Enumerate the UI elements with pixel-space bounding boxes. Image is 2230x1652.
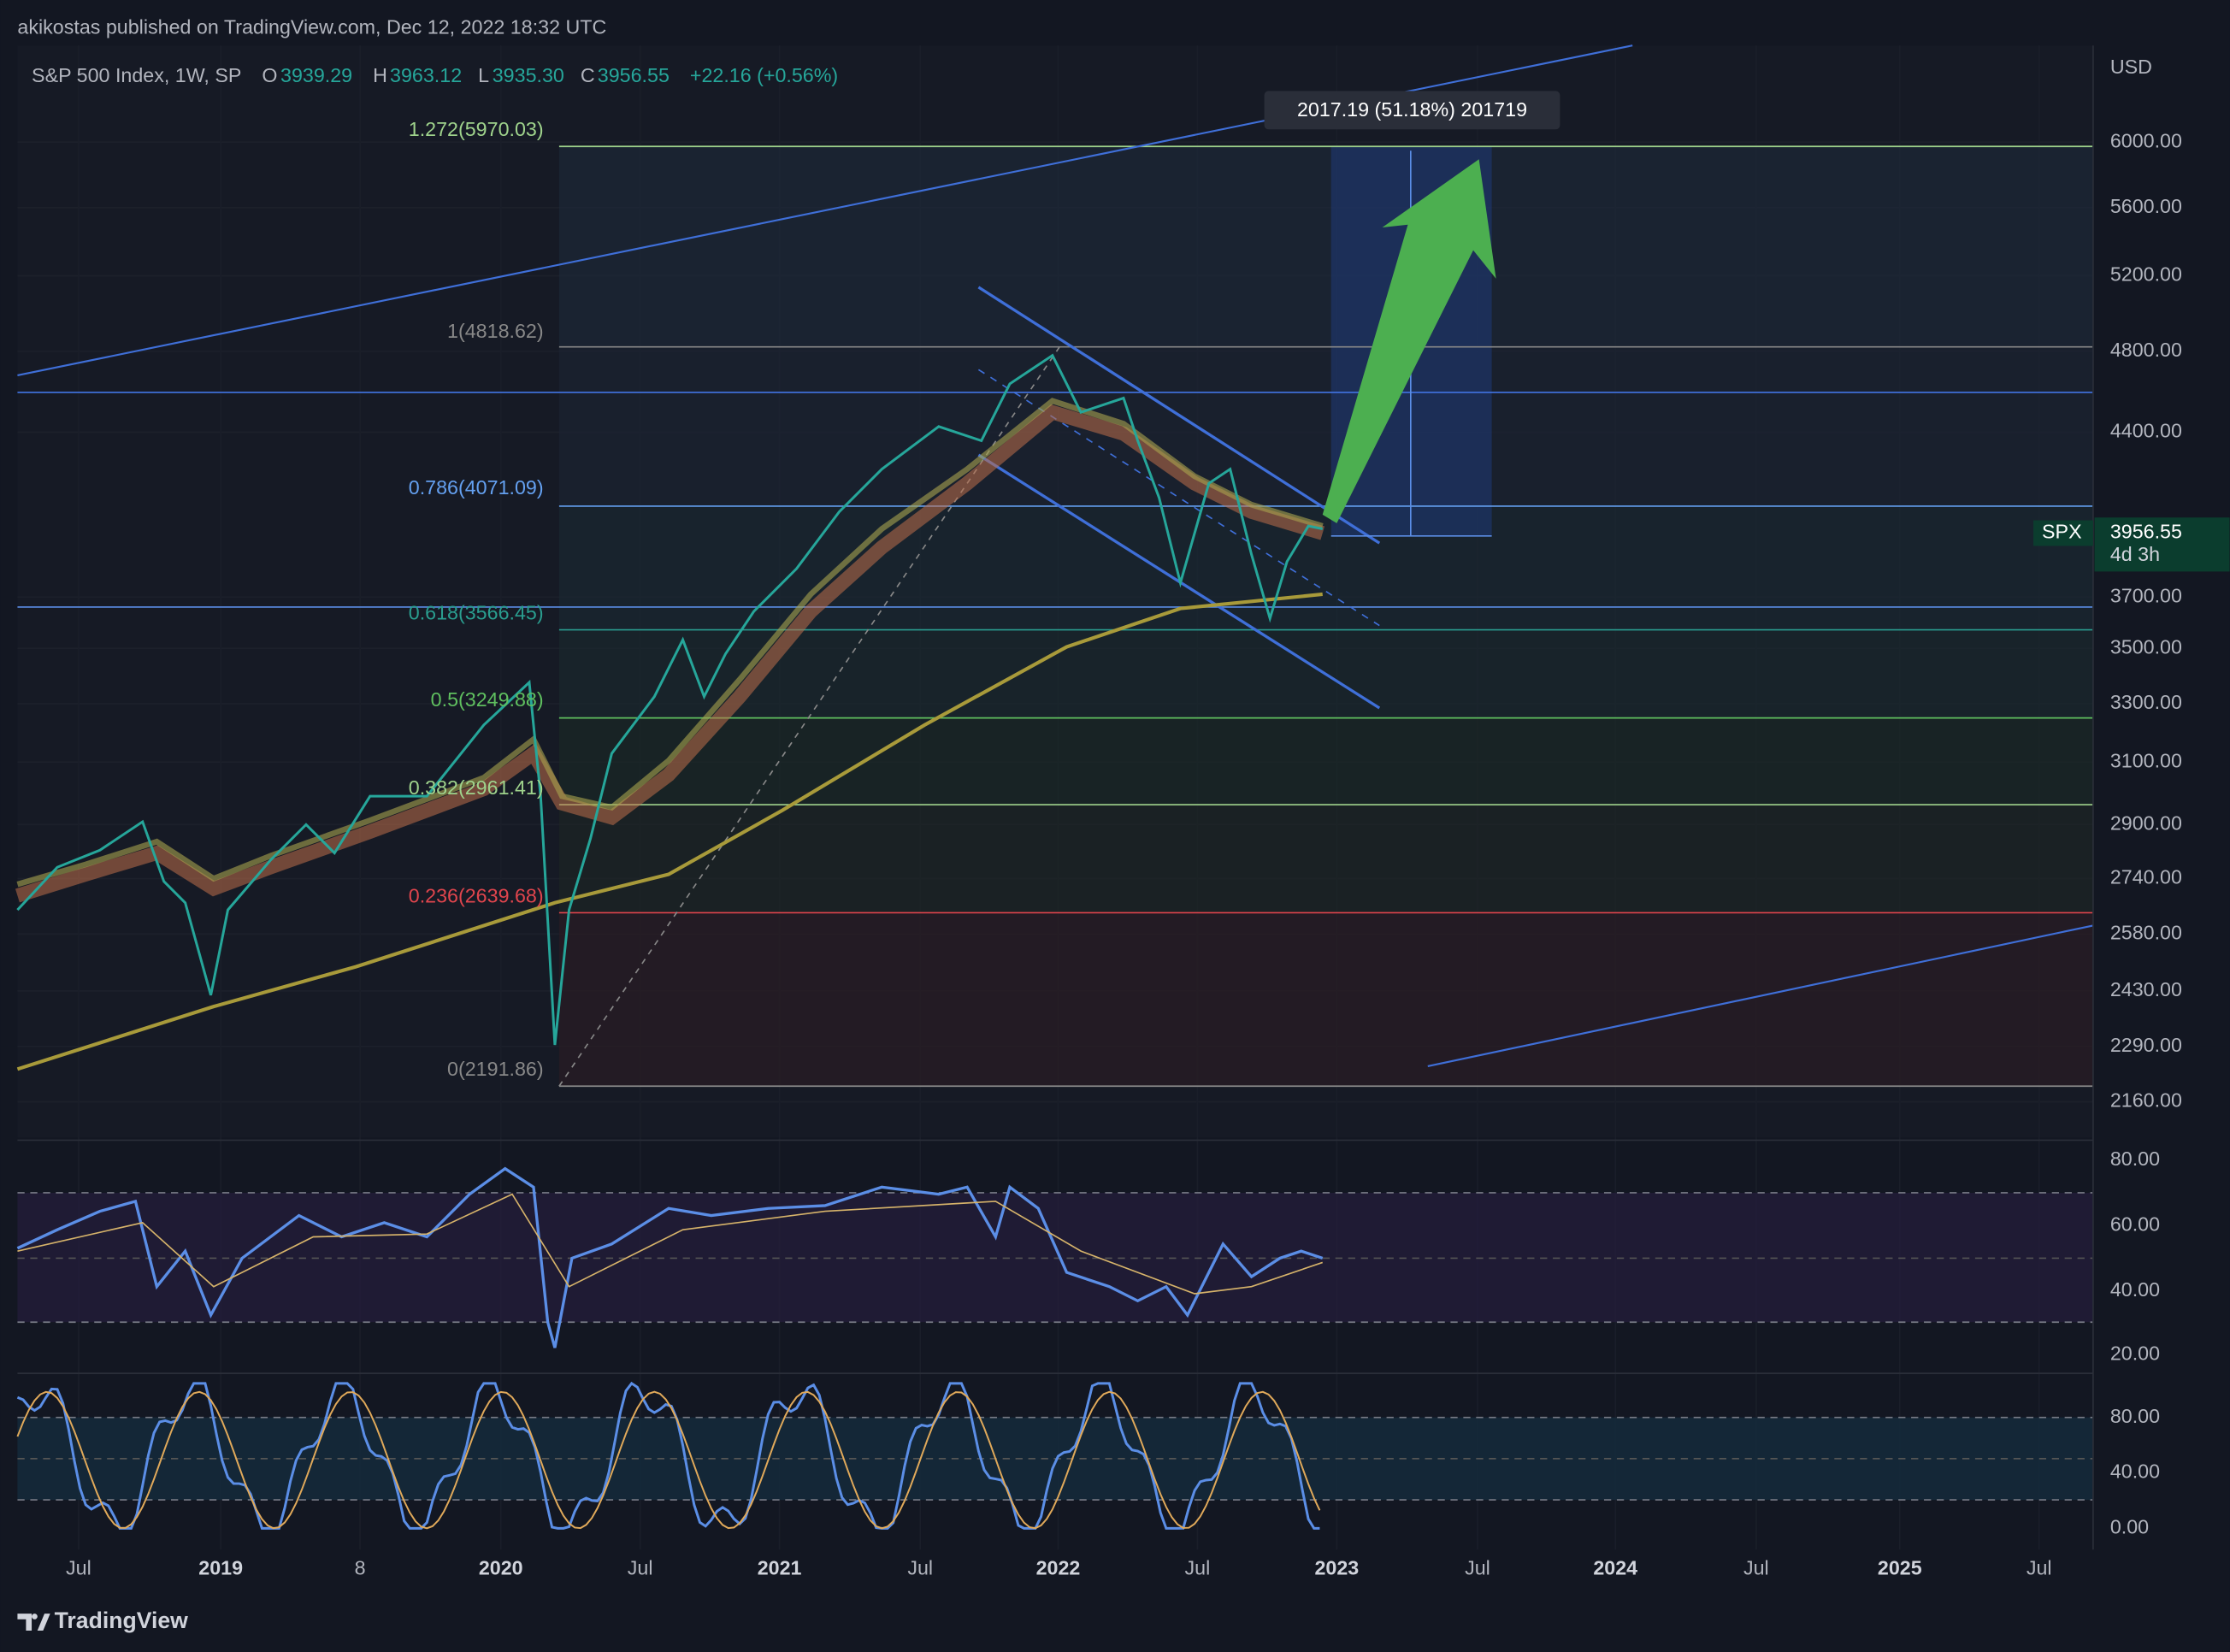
time-label: 2019 — [198, 1557, 243, 1579]
time-label: Jul — [907, 1557, 933, 1579]
price-label: 2290.00 — [2110, 1034, 2182, 1056]
legend-change: +22.16 (+0.56%) — [690, 64, 838, 86]
ma-200 — [16, 592, 1323, 1071]
fib-label: 1.272(5970.03) — [409, 118, 544, 140]
last-price: 3956.55 — [2110, 521, 2182, 543]
trend-line — [1427, 924, 2094, 1068]
legend-close: 3956.55 — [598, 64, 670, 86]
channel-top — [977, 286, 1381, 545]
footer: TradingView — [55, 1608, 188, 1633]
price-label: 4400.00 — [2110, 420, 2182, 442]
price-path — [16, 353, 1324, 1046]
time-label: 8 — [355, 1557, 366, 1579]
legend-symbol: S&P 500 Index, 1W, SP — [32, 64, 241, 86]
price-label: 5200.00 — [2110, 263, 2182, 286]
stoch-label: 0.00 — [2110, 1515, 2149, 1537]
price-label: 5600.00 — [2110, 195, 2182, 217]
fib-label: 0.236(2639.68) — [409, 884, 544, 906]
rsi-label: 20.00 — [2110, 1342, 2160, 1365]
legend-open: 3939.29 — [280, 64, 352, 86]
time-label: Jul — [2026, 1557, 2052, 1579]
time-label: 2023 — [1314, 1557, 1359, 1579]
legend-open-label: O — [262, 64, 277, 86]
legend-high: 3963.12 — [390, 64, 462, 86]
stoch-label: 80.00 — [2110, 1405, 2160, 1427]
legend-low: 3935.30 — [493, 64, 564, 86]
price-label: 4800.00 — [2110, 339, 2182, 361]
price-label: 6000.00 — [2110, 129, 2182, 151]
rsi-label: 40.00 — [2110, 1278, 2160, 1301]
legend-close-label: C — [581, 64, 595, 86]
rsi-ma — [17, 1193, 1324, 1295]
price-tag — [2094, 517, 2230, 572]
fib-zone — [558, 912, 2093, 1087]
stoch-d — [16, 1390, 1321, 1530]
time-label: Jul — [628, 1557, 653, 1579]
currency: USD — [2110, 56, 2152, 78]
ema-ribbon — [16, 398, 1324, 888]
fib-label: 0(2191.86) — [447, 1058, 544, 1080]
time-label: Jul — [66, 1557, 91, 1579]
fib-zone — [558, 346, 2093, 506]
price-label: 2900.00 — [2110, 811, 2182, 834]
price-label: 3100.00 — [2110, 749, 2182, 771]
measure-label: 2017.19 (51.18%) 201719 — [1297, 98, 1527, 121]
ema-ribbon — [15, 404, 1325, 903]
time-label: Jul — [1465, 1557, 1490, 1579]
fib-label: 0.618(3566.45) — [409, 601, 544, 623]
time-label: Jul — [1743, 1557, 1769, 1579]
fib-label: 1(4818.62) — [447, 320, 544, 342]
rsi-label: 60.00 — [2110, 1212, 2160, 1235]
price-label: 2740.00 — [2110, 866, 2182, 888]
fib-label: 0.5(3249.88) — [431, 688, 544, 711]
time-label: Jul — [1185, 1557, 1211, 1579]
rsi-label: 80.00 — [2110, 1148, 2160, 1170]
price-label: 3300.00 — [2110, 691, 2182, 713]
price-label: 2430.00 — [2110, 978, 2182, 1000]
projection-arrow — [1322, 159, 1496, 523]
rsi-line — [16, 1166, 1324, 1348]
fib-label: 0.382(2961.41) — [409, 776, 544, 799]
time-label: 2020 — [479, 1557, 523, 1579]
symbol-tag — [2033, 520, 2093, 546]
fib-label: 0.786(4071.09) — [409, 476, 544, 499]
tv-logo — [17, 1614, 50, 1631]
publisher: akikostas published on TradingView.com, … — [17, 15, 606, 38]
price-label: 2580.00 — [2110, 922, 2182, 944]
fib-zone — [558, 717, 2093, 805]
price-label: 3700.00 — [2110, 584, 2182, 606]
price-label: 2160.00 — [2110, 1089, 2182, 1112]
time-label: 2022 — [1036, 1557, 1081, 1579]
measure-label-box — [1264, 91, 1560, 130]
legend-high-label: H — [373, 64, 387, 86]
time-label: 2021 — [758, 1557, 802, 1579]
time-label: 2025 — [1878, 1557, 1922, 1579]
stoch-label: 40.00 — [2110, 1460, 2160, 1483]
time-label: 2024 — [1593, 1557, 1637, 1579]
fib-zone — [558, 146, 2093, 347]
countdown: 4d 3h — [2110, 543, 2160, 565]
price-label: 3500.00 — [2110, 635, 2182, 658]
legend-low-label: L — [478, 64, 489, 86]
last-symbol: SPX — [2042, 521, 2082, 543]
fib-zone — [558, 505, 2093, 630]
fib-zone — [558, 805, 2093, 913]
